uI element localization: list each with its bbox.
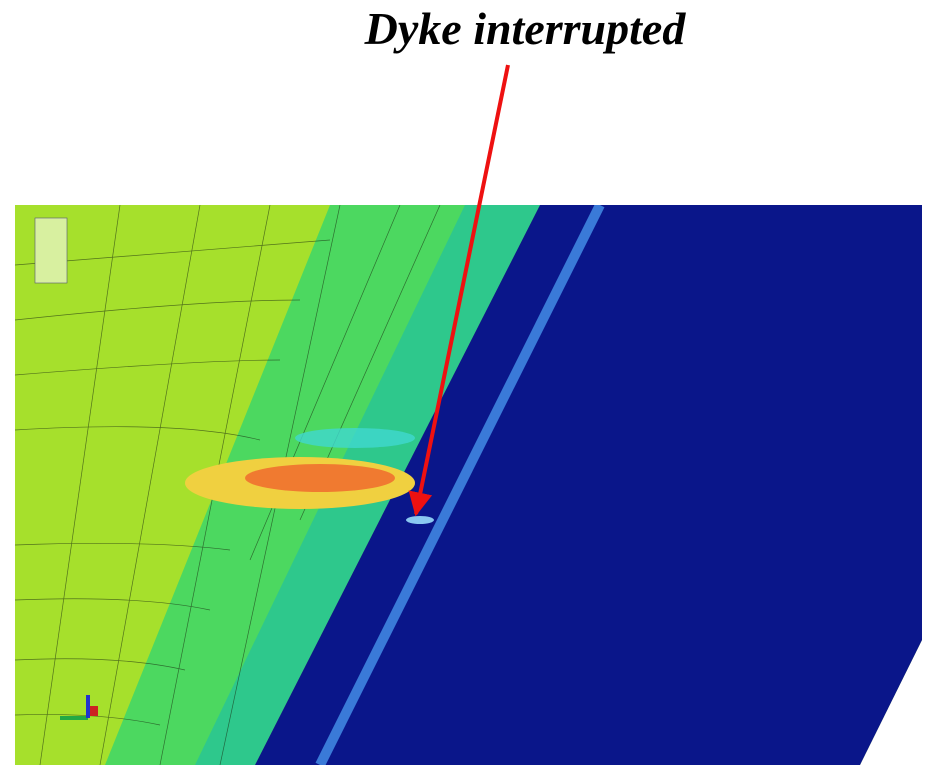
annotation: Dyke interrupted (364, 3, 687, 54)
simulation-image (15, 205, 922, 765)
figure: Dyke interrupted (0, 0, 928, 771)
interruption (406, 516, 434, 524)
cyan-zone (295, 428, 415, 448)
stress-core (245, 464, 395, 492)
legend-box (35, 218, 67, 283)
